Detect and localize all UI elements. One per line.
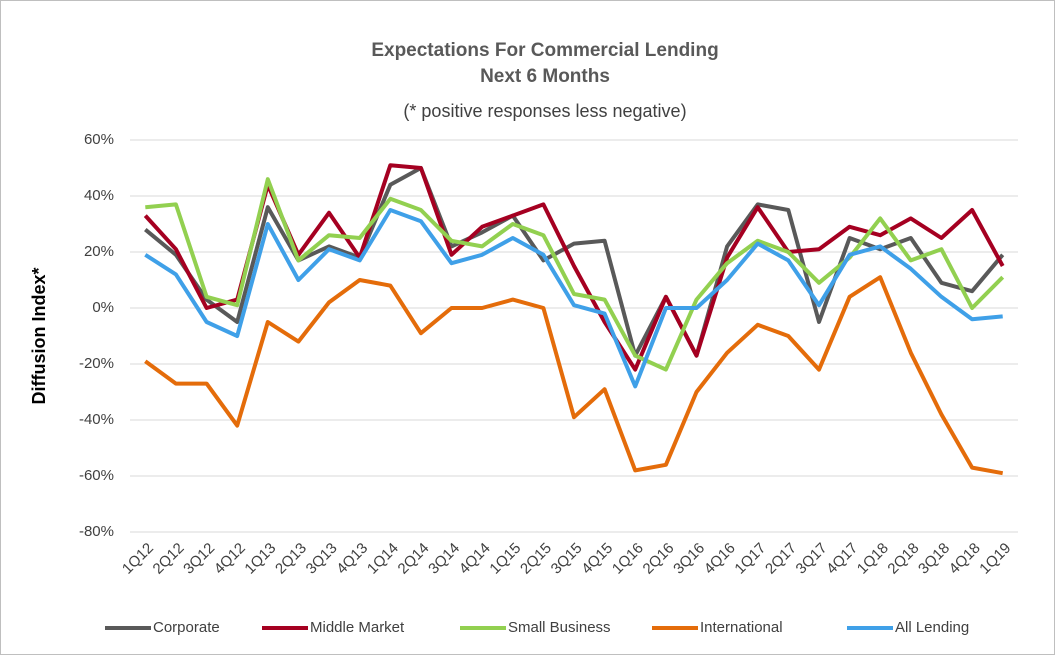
series-line <box>145 177 1005 372</box>
series-line <box>144 208 1003 389</box>
y-tick-label: -40% <box>79 411 114 428</box>
y-tick-label: -80% <box>79 523 114 540</box>
legend-label: Middle Market <box>310 619 405 636</box>
legend-label: Small Business <box>508 619 611 636</box>
series-line <box>144 275 1004 476</box>
y-tick-label: 0% <box>92 299 114 316</box>
y-tick-label: 40% <box>84 187 114 204</box>
y-tick-label: -60% <box>79 467 114 484</box>
y-tick-label: 20% <box>84 243 114 260</box>
legend-label: International <box>700 619 783 636</box>
y-axis-label: Diffusion Index* <box>29 267 49 404</box>
chart-note: (* positive responses less negative) <box>403 101 686 121</box>
chart-subtitle: Next 6 Months <box>480 66 610 87</box>
y-tick-label: -20% <box>79 355 114 372</box>
chart-title: Expectations For Commercial Lending <box>371 40 718 61</box>
legend-label: All Lending <box>895 619 969 636</box>
y-tick-label: 60% <box>84 131 114 148</box>
legend-label: Corporate <box>153 619 220 636</box>
